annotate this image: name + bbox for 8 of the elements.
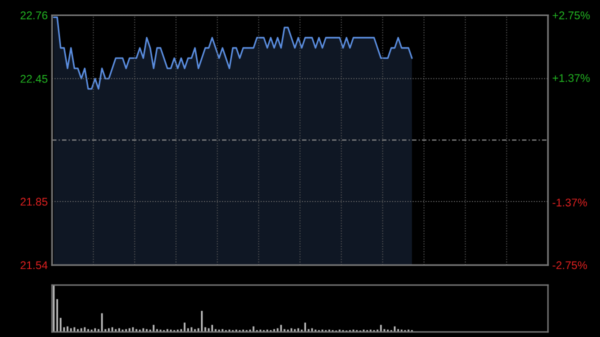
y2-tick-label: -1.37%	[552, 198, 587, 206]
y-tick-label: 22.45	[20, 74, 48, 83]
y-tick-label: 21.85	[20, 198, 48, 206]
y-tick-label: 21.54	[20, 261, 48, 270]
y2-tick-label: +1.37%	[552, 74, 590, 82]
y2-tick-label: +2.75%	[552, 11, 590, 20]
y2-tick-label: -2.75%	[552, 261, 587, 270]
y-tick-label: 22.76	[20, 11, 48, 20]
